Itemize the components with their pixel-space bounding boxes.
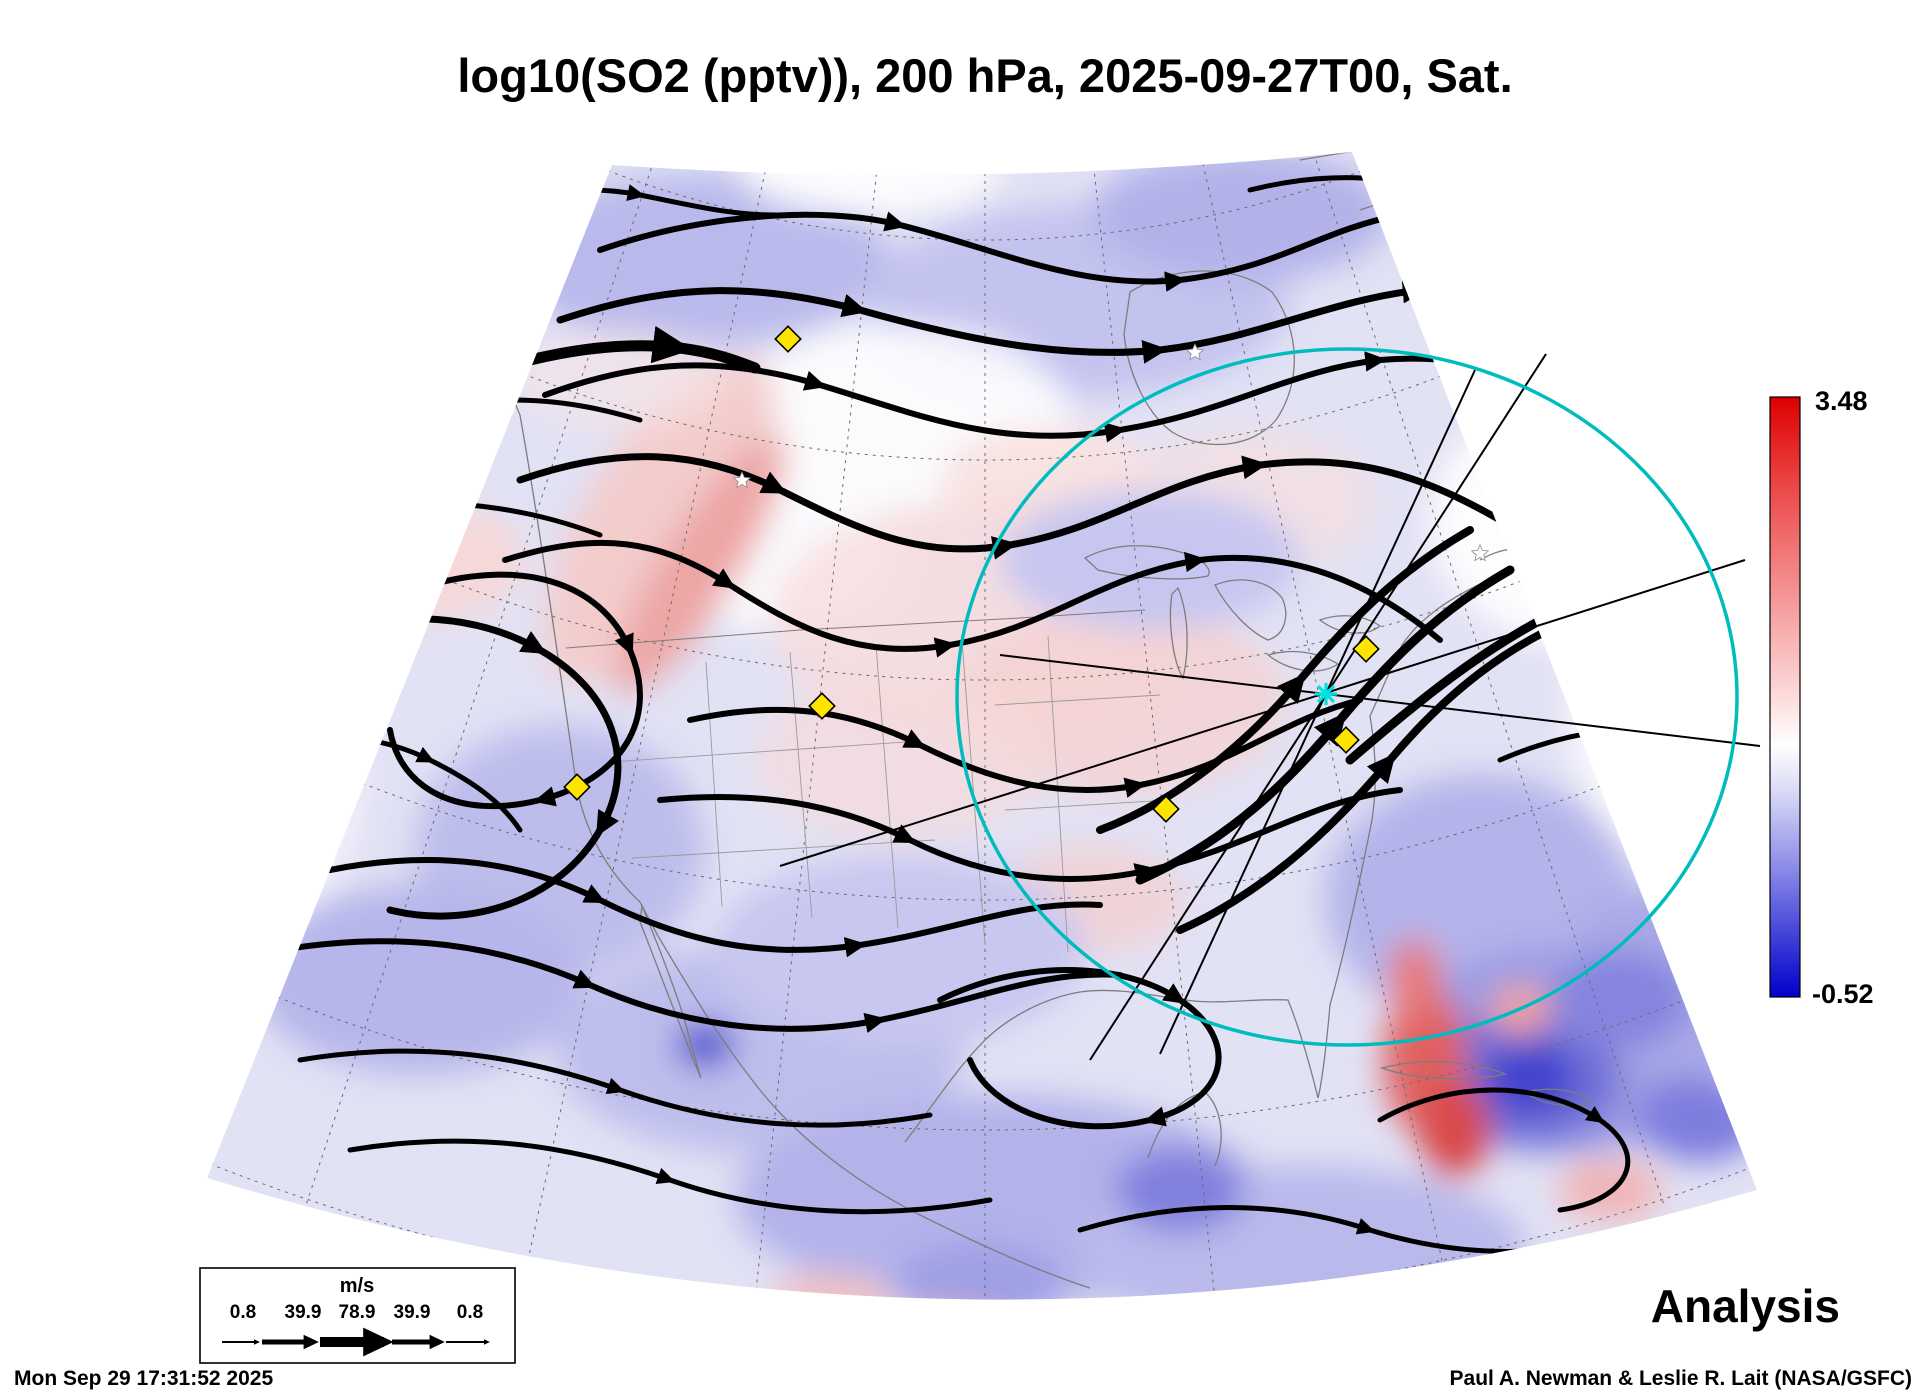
track-line [1159,369,1476,1055]
streamline [297,1048,933,1128]
wind-legend-value: 0.8 [457,1302,483,1323]
yellow-diamond-marker [1152,795,1180,823]
streamline [1135,565,1515,885]
city-star-icon [732,471,752,489]
yellow-diamond-marker [774,325,802,353]
streamline [347,1138,993,1215]
streamline [524,325,761,374]
track-line [779,559,1746,867]
range-ring [955,347,1739,1047]
footer-credit: Paul A. Newman & Leslie R. Lait (NASA/GS… [1450,1367,1912,1390]
streamline [657,787,1403,884]
streamline [687,697,1363,798]
streamline [1096,526,1474,834]
map-area [207,152,1761,1300]
wind-legend-value: 78.9 [339,1302,376,1323]
streamline [502,539,1443,658]
colorbar-max-label: 3.48 [1815,386,1868,416]
cyan-star-marker [1315,683,1337,705]
streamline [277,938,1123,1033]
wind-legend-box [199,1267,516,1364]
yellow-diamond-marker [1332,726,1360,754]
streamline [1176,616,1574,934]
yellow-diamond-marker [563,773,591,801]
streamline [597,211,1403,292]
streamline [937,967,1222,1130]
colorbar-gradient [1769,396,1801,998]
colorbar: 3.48 -0.52 [1769,386,1874,1009]
state-borders [609,635,1171,953]
colorbar-min-label: -0.52 [1812,979,1874,1009]
streamline [327,857,1103,958]
wind-legend-value: 39.9 [285,1302,322,1323]
streamline [387,571,643,810]
wind-legend-value: 39.9 [394,1302,431,1323]
figure-title: log10(SO2 (pptv)), 200 hPa, 2025-09-27T0… [457,49,1512,102]
wind-speed-legend: m/s 0.8 39.9 78.9 39.9 0.8 [199,1267,516,1364]
wind-legend-value: 0.8 [230,1302,256,1323]
streamline [516,453,1504,560]
analysis-label: Analysis [1651,1280,1840,1332]
track-line [1089,353,1547,1061]
streamline [1377,1087,1631,1213]
track-lines [779,353,1761,1061]
city-star-markers [732,343,1490,562]
diamond-markers [563,325,1380,823]
yellow-diamond-marker [808,692,836,720]
city-star-icon [1185,343,1205,361]
track-line [999,654,1761,747]
city-star-icon [1470,544,1490,562]
wind-legend-unit: m/s [340,1275,374,1297]
footer-timestamp: Mon Sep 29 17:31:52 2025 [14,1367,273,1390]
yellow-diamond-marker [1352,635,1380,663]
